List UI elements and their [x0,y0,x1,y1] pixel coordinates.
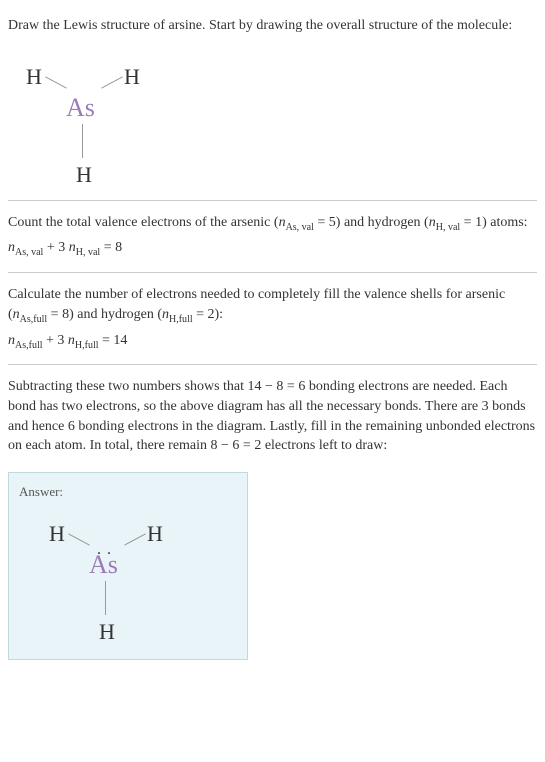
step1-sub-as: As, val [286,221,314,232]
step1-text-1: Count the total valence electrons of the… [8,215,279,230]
answer-bond-left [68,533,90,545]
atom-hydrogen-1: H [26,62,42,93]
step1-f-result: = 8 [100,240,122,255]
intro-text: Draw the Lewis structure of arsine. Star… [8,18,512,33]
answer-atom-hydrogen-3: H [99,617,115,648]
answer-atom-hydrogen-1: H [49,519,65,550]
molecule-diagram-answer: H . . H As H [39,509,199,649]
answer-atom-hydrogen-2: H [147,519,163,550]
step2-section: Calculate the number of electrons needed… [8,277,537,360]
atom-hydrogen-2: H [124,62,140,93]
step1-formula: nAs, val + 3 nH, val = 8 [8,238,537,260]
step2-formula: nAs,full + 3 nH,full = 14 [8,331,537,353]
step1-f-n1: n [8,240,15,255]
step2-f-result: = 14 [99,333,128,348]
step1-section: Count the total valence electrons of the… [8,205,537,269]
molecule-diagram-initial: H H As H [16,52,176,192]
answer-bond-down [105,581,106,615]
step1-f-n2: n [69,240,76,255]
step1-var-as: n [279,215,286,230]
answer-atom-arsenic: As [89,547,118,583]
divider-3 [8,364,537,365]
divider-2 [8,272,537,273]
bond-down [82,124,83,158]
bond-right [101,76,123,88]
divider-1 [8,200,537,201]
atom-arsenic: As [66,90,95,126]
atom-hydrogen-3: H [76,160,92,191]
answer-box: Answer: H . . H As H [8,472,248,660]
answer-bond-right [124,533,146,545]
bond-left [45,76,67,88]
step1-eq-as: = 5) and hydrogen ( [314,215,429,230]
answer-label: Answer: [19,483,237,501]
step2-f-n2: n [68,333,75,348]
intro-section: Draw the Lewis structure of arsine. Star… [8,8,537,44]
step2-f-plus: + 3 [43,333,68,348]
step2-var-h: n [162,307,169,322]
step2-sub-h: H,full [169,314,193,325]
step1-f-plus: + 3 [43,240,68,255]
step2-eq-h: = 2): [193,307,223,322]
step1-sub-h: H, val [436,221,460,232]
step1-eq-h: = 1) atoms: [460,215,527,230]
step2-f-n1: n [8,333,15,348]
step3-text: Subtracting these two numbers shows that… [8,379,535,453]
step2-var-as: n [13,307,20,322]
step3-section: Subtracting these two numbers shows that… [8,369,537,463]
step2-f-sub2: H,full [75,339,99,350]
step2-sub-as: As,full [20,314,48,325]
step2-f-sub1: As,full [15,339,43,350]
step2-eq-as: = 8) and hydrogen ( [47,307,162,322]
step1-var-h: n [429,215,436,230]
step1-f-sub1: As, val [15,247,43,258]
step1-f-sub2: H, val [76,247,100,258]
